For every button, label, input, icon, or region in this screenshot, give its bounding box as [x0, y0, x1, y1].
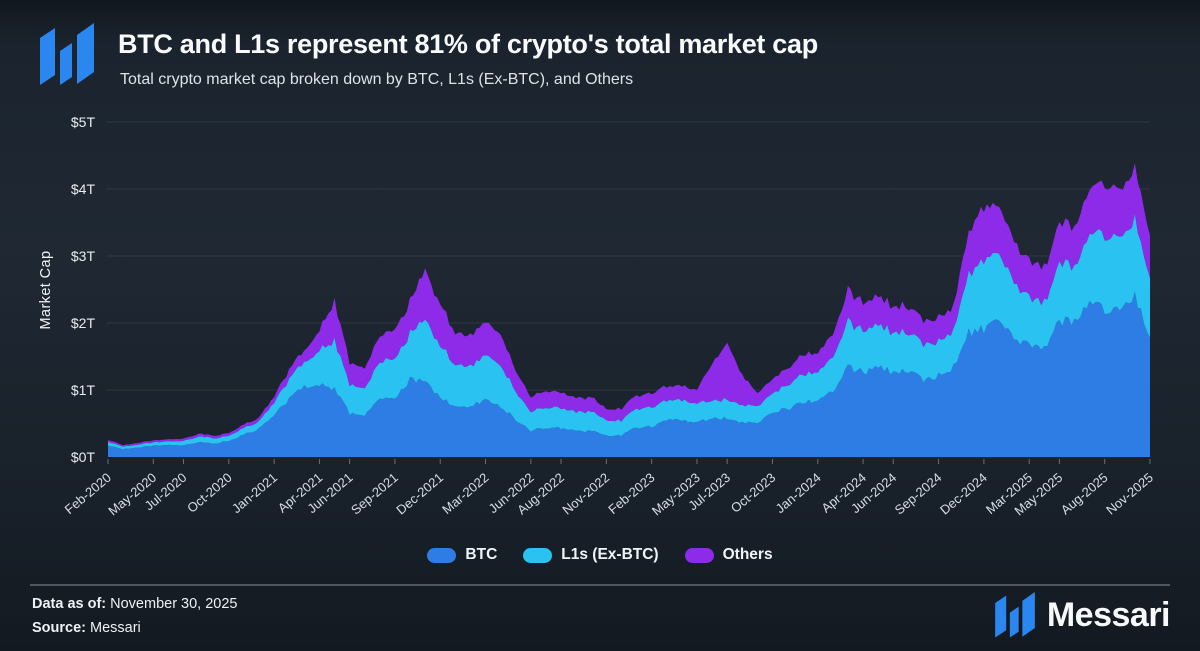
legend-swatch-others — [684, 547, 714, 563]
legend-label-others: Others — [722, 546, 773, 563]
svg-text:$4T: $4T — [71, 181, 96, 197]
svg-text:$2T: $2T — [71, 315, 96, 331]
svg-text:Oct-2020: Oct-2020 — [184, 470, 235, 516]
legend-swatch-l1s — [523, 547, 553, 563]
messari-logo-icon — [40, 23, 94, 85]
x-axis-labels: Feb-2020May-2020Jul-2020Oct-2020Jan-2021… — [62, 459, 1156, 518]
data-as-of-label: Data as of: — [32, 596, 107, 612]
svg-text:Jan-2021: Jan-2021 — [229, 470, 280, 516]
svg-text:Oct-2023: Oct-2023 — [728, 470, 779, 516]
svg-text:Sep-2021: Sep-2021 — [348, 470, 401, 518]
market-cap-stacked-area-chart: $0T $1T $2T $3T $4T $5T Market Cap Feb-2020May-… — [38, 114, 1156, 518]
legend-item-btc: BTC — [427, 546, 497, 564]
legend-label-l1s: L1s (Ex-BTC) — [561, 546, 659, 563]
legend-swatch-btc — [427, 547, 457, 563]
legend-item-others: Others — [684, 546, 773, 564]
source-value: Messari — [90, 620, 141, 636]
svg-text:Nov-2022: Nov-2022 — [559, 470, 612, 518]
area-others — [108, 163, 1150, 447]
y-axis-title: Market Cap — [38, 251, 54, 330]
svg-text:Nov-2025: Nov-2025 — [1103, 470, 1156, 518]
area-btc — [108, 291, 1150, 457]
page-subtitle: Total crypto market cap broken down by B… — [120, 71, 634, 88]
messari-footer-logo-icon — [995, 592, 1035, 638]
svg-text:$5T: $5T — [71, 114, 96, 130]
svg-text:Mar-2022: Mar-2022 — [439, 470, 491, 517]
svg-text:Sep-2024: Sep-2024 — [892, 470, 945, 518]
legend-item-l1s: L1s (Ex-BTC) — [523, 546, 659, 564]
svg-text:$3T: $3T — [71, 248, 96, 264]
legend-label-btc: BTC — [465, 546, 498, 563]
svg-text:Feb-2020: Feb-2020 — [62, 470, 114, 517]
svg-text:Dec-2024: Dec-2024 — [937, 470, 990, 518]
y-axis-labels: $0T $1T $2T $3T $4T $5T Market Cap — [38, 114, 95, 465]
data-as-of-line: Data as of: November 30, 2025 — [32, 592, 238, 616]
stacked-areas — [108, 163, 1150, 457]
brand-lockup: Messari — [995, 592, 1171, 639]
svg-text:Feb-2023: Feb-2023 — [605, 470, 657, 517]
source-label: Source: — [32, 620, 86, 636]
footer-meta: Data as of: November 30, 2025 Source: Mess… — [32, 592, 238, 640]
svg-text:Jan-2024: Jan-2024 — [773, 470, 824, 516]
data-as-of-value: November 30, 2025 — [110, 596, 238, 612]
svg-text:Dec-2021: Dec-2021 — [393, 470, 446, 518]
area-l1s-ex-btc- — [108, 213, 1150, 450]
chart-legend: BTC L1s (Ex-BTC) Others — [0, 546, 1200, 564]
brand-wordmark: Messari — [1046, 596, 1171, 634]
svg-text:$0T: $0T — [71, 449, 96, 465]
svg-text:$1T: $1T — [71, 382, 96, 398]
source-line: Source: Messari — [32, 616, 238, 640]
page-title: BTC and L1s represent 81% of crypto's to… — [118, 29, 818, 59]
svg-text:Aug-2025: Aug-2025 — [1058, 470, 1111, 518]
footer-divider — [30, 584, 1170, 586]
